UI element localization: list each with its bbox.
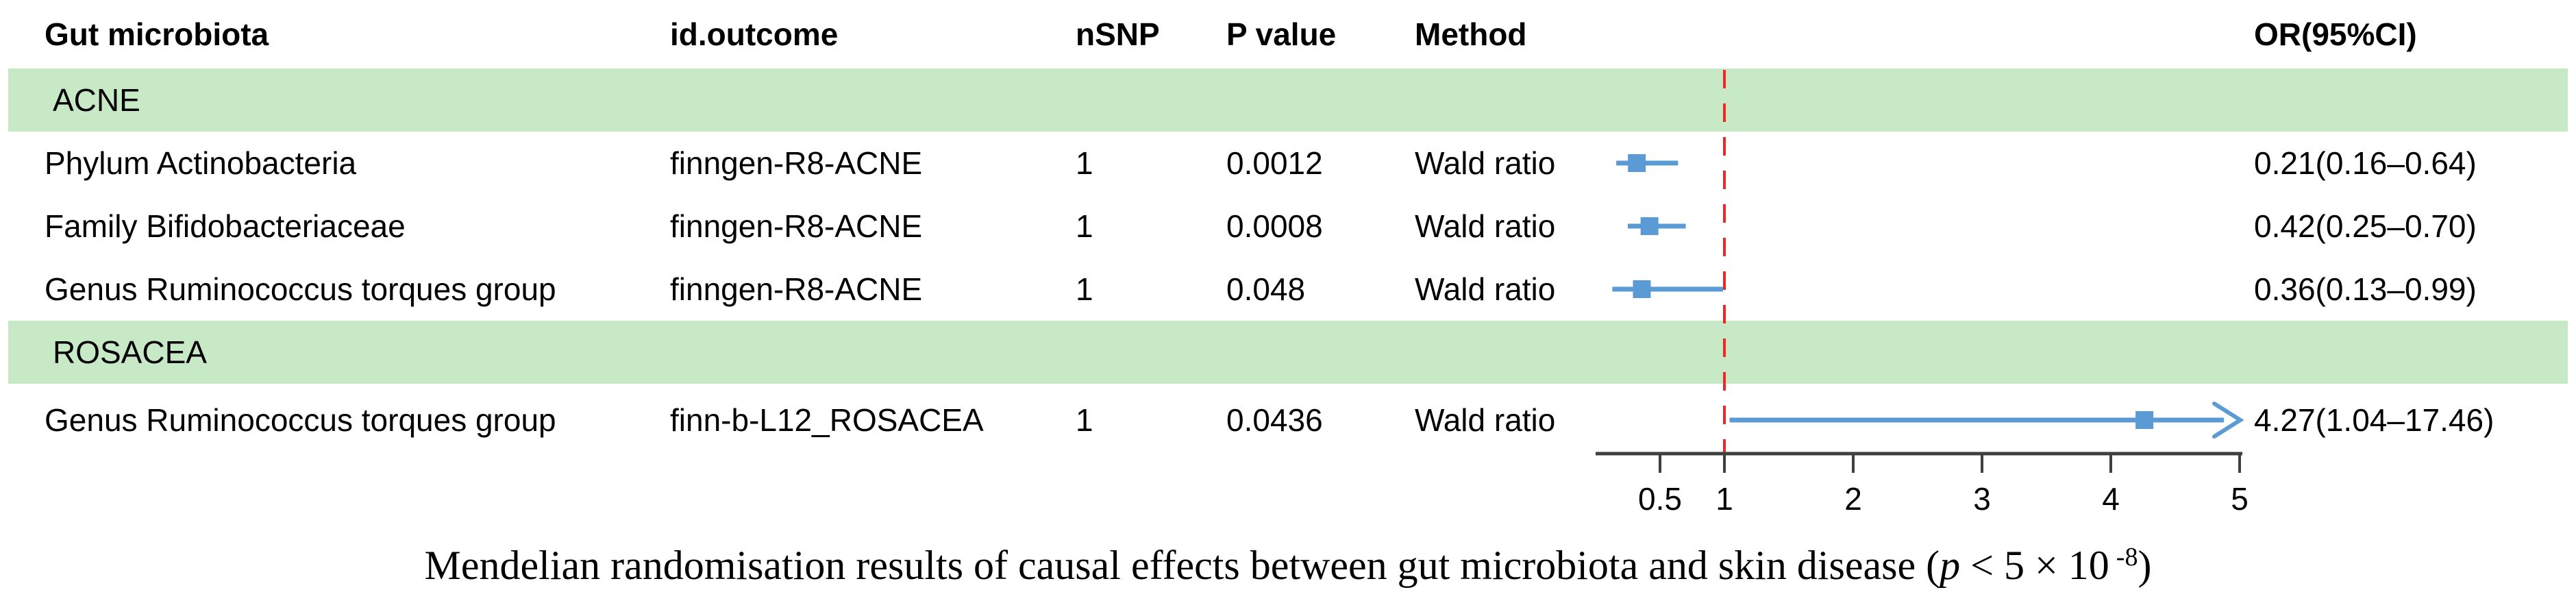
caption-exponent: -8 — [2116, 543, 2138, 571]
or-marker — [1633, 280, 1651, 298]
row-or-ci: 4.27(1.04–17.46) — [2254, 402, 2494, 438]
row-nsnp: 1 — [1076, 271, 1093, 307]
row-nsnp: 1 — [1076, 145, 1093, 181]
row-microbiota: Genus Ruminococcus torques group — [45, 271, 556, 307]
row-pvalue: 0.048 — [1226, 271, 1306, 307]
row-or-ci: 0.42(0.25–0.70) — [2254, 208, 2477, 244]
row-pvalue: 0.0012 — [1226, 145, 1323, 181]
row-method: Wald ratio — [1415, 145, 1556, 181]
row-method: Wald ratio — [1415, 208, 1556, 244]
x-axis-tick-label: 3 — [1973, 481, 1991, 517]
x-axis-tick-label: 2 — [1844, 481, 1862, 517]
row-microbiota: Phylum Actinobacteria — [45, 145, 357, 181]
group-label-acne: ACNE — [53, 82, 140, 118]
group-label-rosacea: ROSACEA — [53, 334, 207, 370]
row-or-ci: 0.21(0.16–0.64) — [2254, 145, 2477, 181]
row-nsnp: 1 — [1076, 208, 1093, 244]
row-outcome: finngen-R8-ACNE — [670, 271, 923, 307]
caption-p-symbol: p — [1940, 543, 1961, 588]
row-or-ci: 0.36(0.13–0.99) — [2254, 271, 2477, 307]
column-header-method: Method — [1415, 16, 1527, 52]
row-microbiota: Family Bifidobacteriaceae — [45, 208, 406, 244]
row-outcome: finngen-R8-ACNE — [670, 145, 923, 181]
column-header-gut-microbiota: Gut microbiota — [45, 16, 269, 52]
group-band-rosacea: ROSACEA — [8, 321, 2568, 384]
row-method: Wald ratio — [1415, 271, 1556, 307]
row-outcome: finn-b-L12_ROSACEA — [670, 402, 984, 438]
row-method: Wald ratio — [1415, 402, 1556, 438]
or-marker — [1640, 217, 1659, 235]
column-header-id-outcome: id.outcome — [670, 16, 839, 52]
row-pvalue: 0.0008 — [1226, 208, 1323, 244]
figure-caption: Mendelian randomisation results of causa… — [0, 534, 2576, 588]
row-nsnp: 1 — [1076, 402, 1093, 438]
column-header-p-value: P value — [1226, 16, 1337, 52]
x-axis-tick-label: 5 — [2231, 481, 2249, 517]
caption-threshold: < 5 × 10 — [1960, 543, 2109, 588]
arrowhead-icon — [2212, 402, 2244, 439]
x-axis-tick-label: 0.5 — [1638, 481, 1682, 517]
caption-close-paren: ) — [2138, 543, 2152, 588]
x-axis-tick-label: 4 — [2102, 481, 2120, 517]
group-band-acne: ACNE — [8, 69, 2568, 132]
row-microbiota: Genus Ruminococcus torques group — [45, 402, 556, 438]
or-marker — [2135, 411, 2154, 429]
column-header-or-ci: OR(95%CI) — [2254, 16, 2417, 52]
row-outcome: finngen-R8-ACNE — [670, 208, 923, 244]
row-pvalue: 0.0436 — [1226, 402, 1323, 438]
column-header-nsnp: nSNP — [1076, 16, 1160, 52]
x-axis-tick-label: 1 — [1716, 481, 1733, 517]
caption-text: Mendelian randomisation results of causa… — [424, 543, 1940, 588]
or-marker — [1628, 154, 1646, 172]
